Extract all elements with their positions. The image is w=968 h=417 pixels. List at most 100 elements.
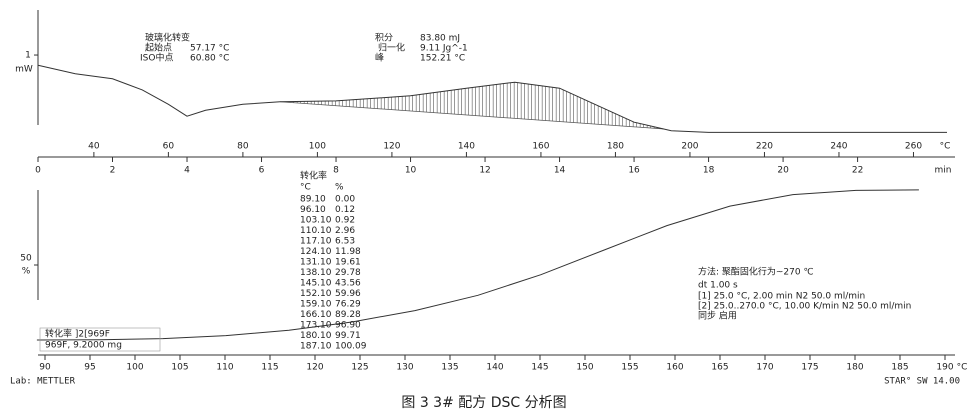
x-axis-label: min (935, 166, 952, 176)
x2-tick-label: 240 (830, 142, 847, 152)
annotation: ISO中点 (140, 52, 173, 64)
x2-tick-label: 120 (383, 142, 400, 152)
table-cell: 145.10 (300, 279, 332, 289)
x-tick-label: 130 (396, 363, 413, 373)
method-text: dt 1.00 s (698, 281, 738, 291)
annotation: 峰 (375, 53, 384, 64)
x-tick-label: 140 (486, 363, 503, 373)
table-cell: 173.10 (300, 321, 332, 331)
x-tick-label: 150 (576, 363, 593, 373)
annotation: 玻璃化转变 (145, 32, 190, 44)
baseline (280, 101, 664, 130)
x-tick-label: 120 (306, 363, 323, 373)
x-tick-label: 175 (801, 363, 818, 373)
x-tick-label: 18 (703, 166, 715, 176)
x-tick-label: 115 (261, 363, 278, 373)
x-tick-label: 125 (351, 363, 368, 373)
x-tick-label: 8 (333, 166, 339, 176)
table-cell: 96.10 (300, 205, 326, 215)
dsc-curve (37, 64, 947, 133)
x-tick-label: 110 (216, 363, 233, 373)
table-cell: 59.96 (335, 289, 361, 299)
table-cell: 76.29 (335, 300, 361, 310)
x-tick-label: 4 (184, 166, 190, 176)
software-label: STAR° SW 14.00 (884, 377, 960, 387)
x2-tick-label: 220 (756, 142, 773, 152)
x-tick-label: 160 (666, 363, 683, 373)
table-header: % (335, 183, 344, 193)
method-text: 方法: 聚酯固化行为~270 ℃ (698, 266, 814, 278)
lab-label: Lab: METTLER (10, 377, 76, 387)
table-cell: 11.98 (335, 247, 361, 257)
x-tick-label: 185 (891, 363, 908, 373)
annotation: 归一化 (378, 42, 405, 54)
table-cell: 19.61 (335, 258, 361, 268)
table-cell: 29.78 (335, 268, 361, 278)
annotation: 9.11 Jg^-1 (420, 44, 468, 54)
table-cell: 89.28 (335, 310, 361, 320)
x-axis-label: °C (957, 363, 968, 373)
x2-tick-label: 180 (607, 142, 624, 152)
annotation: 152.21 °C (420, 54, 465, 64)
table-cell: 124.10 (300, 247, 332, 257)
table-cell: 152.10 (300, 289, 332, 299)
y-tick-label: 50 (20, 254, 32, 264)
x-tick-label: 105 (171, 363, 188, 373)
x2-tick-label: 80 (237, 142, 249, 152)
table-cell: 6.53 (335, 237, 355, 247)
annotation: 57.17 °C (190, 44, 229, 54)
x2-tick-label: 260 (905, 142, 922, 152)
x2-tick-label: 100 (309, 142, 326, 152)
x-tick-label: 180 (846, 363, 863, 373)
table-cell: 2.96 (335, 226, 355, 236)
x-tick-label: 12 (479, 166, 490, 176)
x-tick-label: 190 (936, 363, 953, 373)
x2-tick-label: 200 (681, 142, 698, 152)
x-tick-label: 95 (84, 363, 95, 373)
x-tick-label: 22 (852, 166, 863, 176)
x-tick-label: 2 (110, 166, 116, 176)
x-tick-label: 16 (628, 166, 640, 176)
annotation: 起始点 (145, 42, 172, 54)
x-tick-label: 170 (756, 363, 773, 373)
table-cell: 187.10 (300, 342, 332, 352)
table-cell: 89.10 (300, 195, 326, 205)
legend-box (39, 327, 161, 352)
y-axis-label: mW (15, 65, 33, 75)
method-text: 同步 启用 (698, 310, 737, 322)
table-cell: 99.71 (335, 331, 361, 341)
x-tick-label: 100 (126, 363, 143, 373)
method-text: [1] 25.0 °C, 2.00 min N2 50.0 ml/min (698, 292, 865, 302)
table-cell: 100.09 (335, 342, 367, 352)
y-axis-label: % (22, 267, 31, 277)
x2-tick-label: 160 (532, 142, 549, 152)
table-cell: 138.10 (300, 268, 332, 278)
table-cell: 117.10 (300, 237, 332, 247)
annotation: 积分 (375, 32, 393, 44)
y-tick-label: 1 (25, 51, 31, 61)
x-tick-label: 90 (39, 363, 51, 373)
x-tick-label: 10 (405, 166, 417, 176)
table-cell: 110.10 (300, 226, 332, 236)
method-text: [2] 25.0..270.0 °C, 10.00 K/min N2 50.0 … (698, 302, 911, 312)
annotation: 83.80 mJ (420, 34, 460, 44)
table-cell: 166.10 (300, 310, 332, 320)
table-cell: 159.10 (300, 300, 332, 310)
x-tick-label: 20 (777, 166, 789, 176)
table-cell: 131.10 (300, 258, 332, 268)
table-cell: 0.00 (335, 195, 355, 205)
x-tick-label: 135 (441, 363, 458, 373)
x-tick-label: 165 (711, 363, 728, 373)
table-header: 转化率 (300, 170, 327, 182)
conversion-curve (36, 189, 919, 341)
x-tick-label: 0 (35, 166, 41, 176)
table-cell: 180.10 (300, 331, 332, 341)
x-tick-label: 14 (554, 166, 566, 176)
table-header: °C (300, 183, 311, 193)
annotation: 60.80 °C (190, 54, 229, 64)
caption: 图 3 3# 配方 DSC 分析图 (401, 395, 566, 411)
table-cell: 0.92 (335, 216, 355, 226)
x2-axis-label: °C (940, 142, 951, 152)
table-cell: 96.90 (335, 321, 361, 331)
